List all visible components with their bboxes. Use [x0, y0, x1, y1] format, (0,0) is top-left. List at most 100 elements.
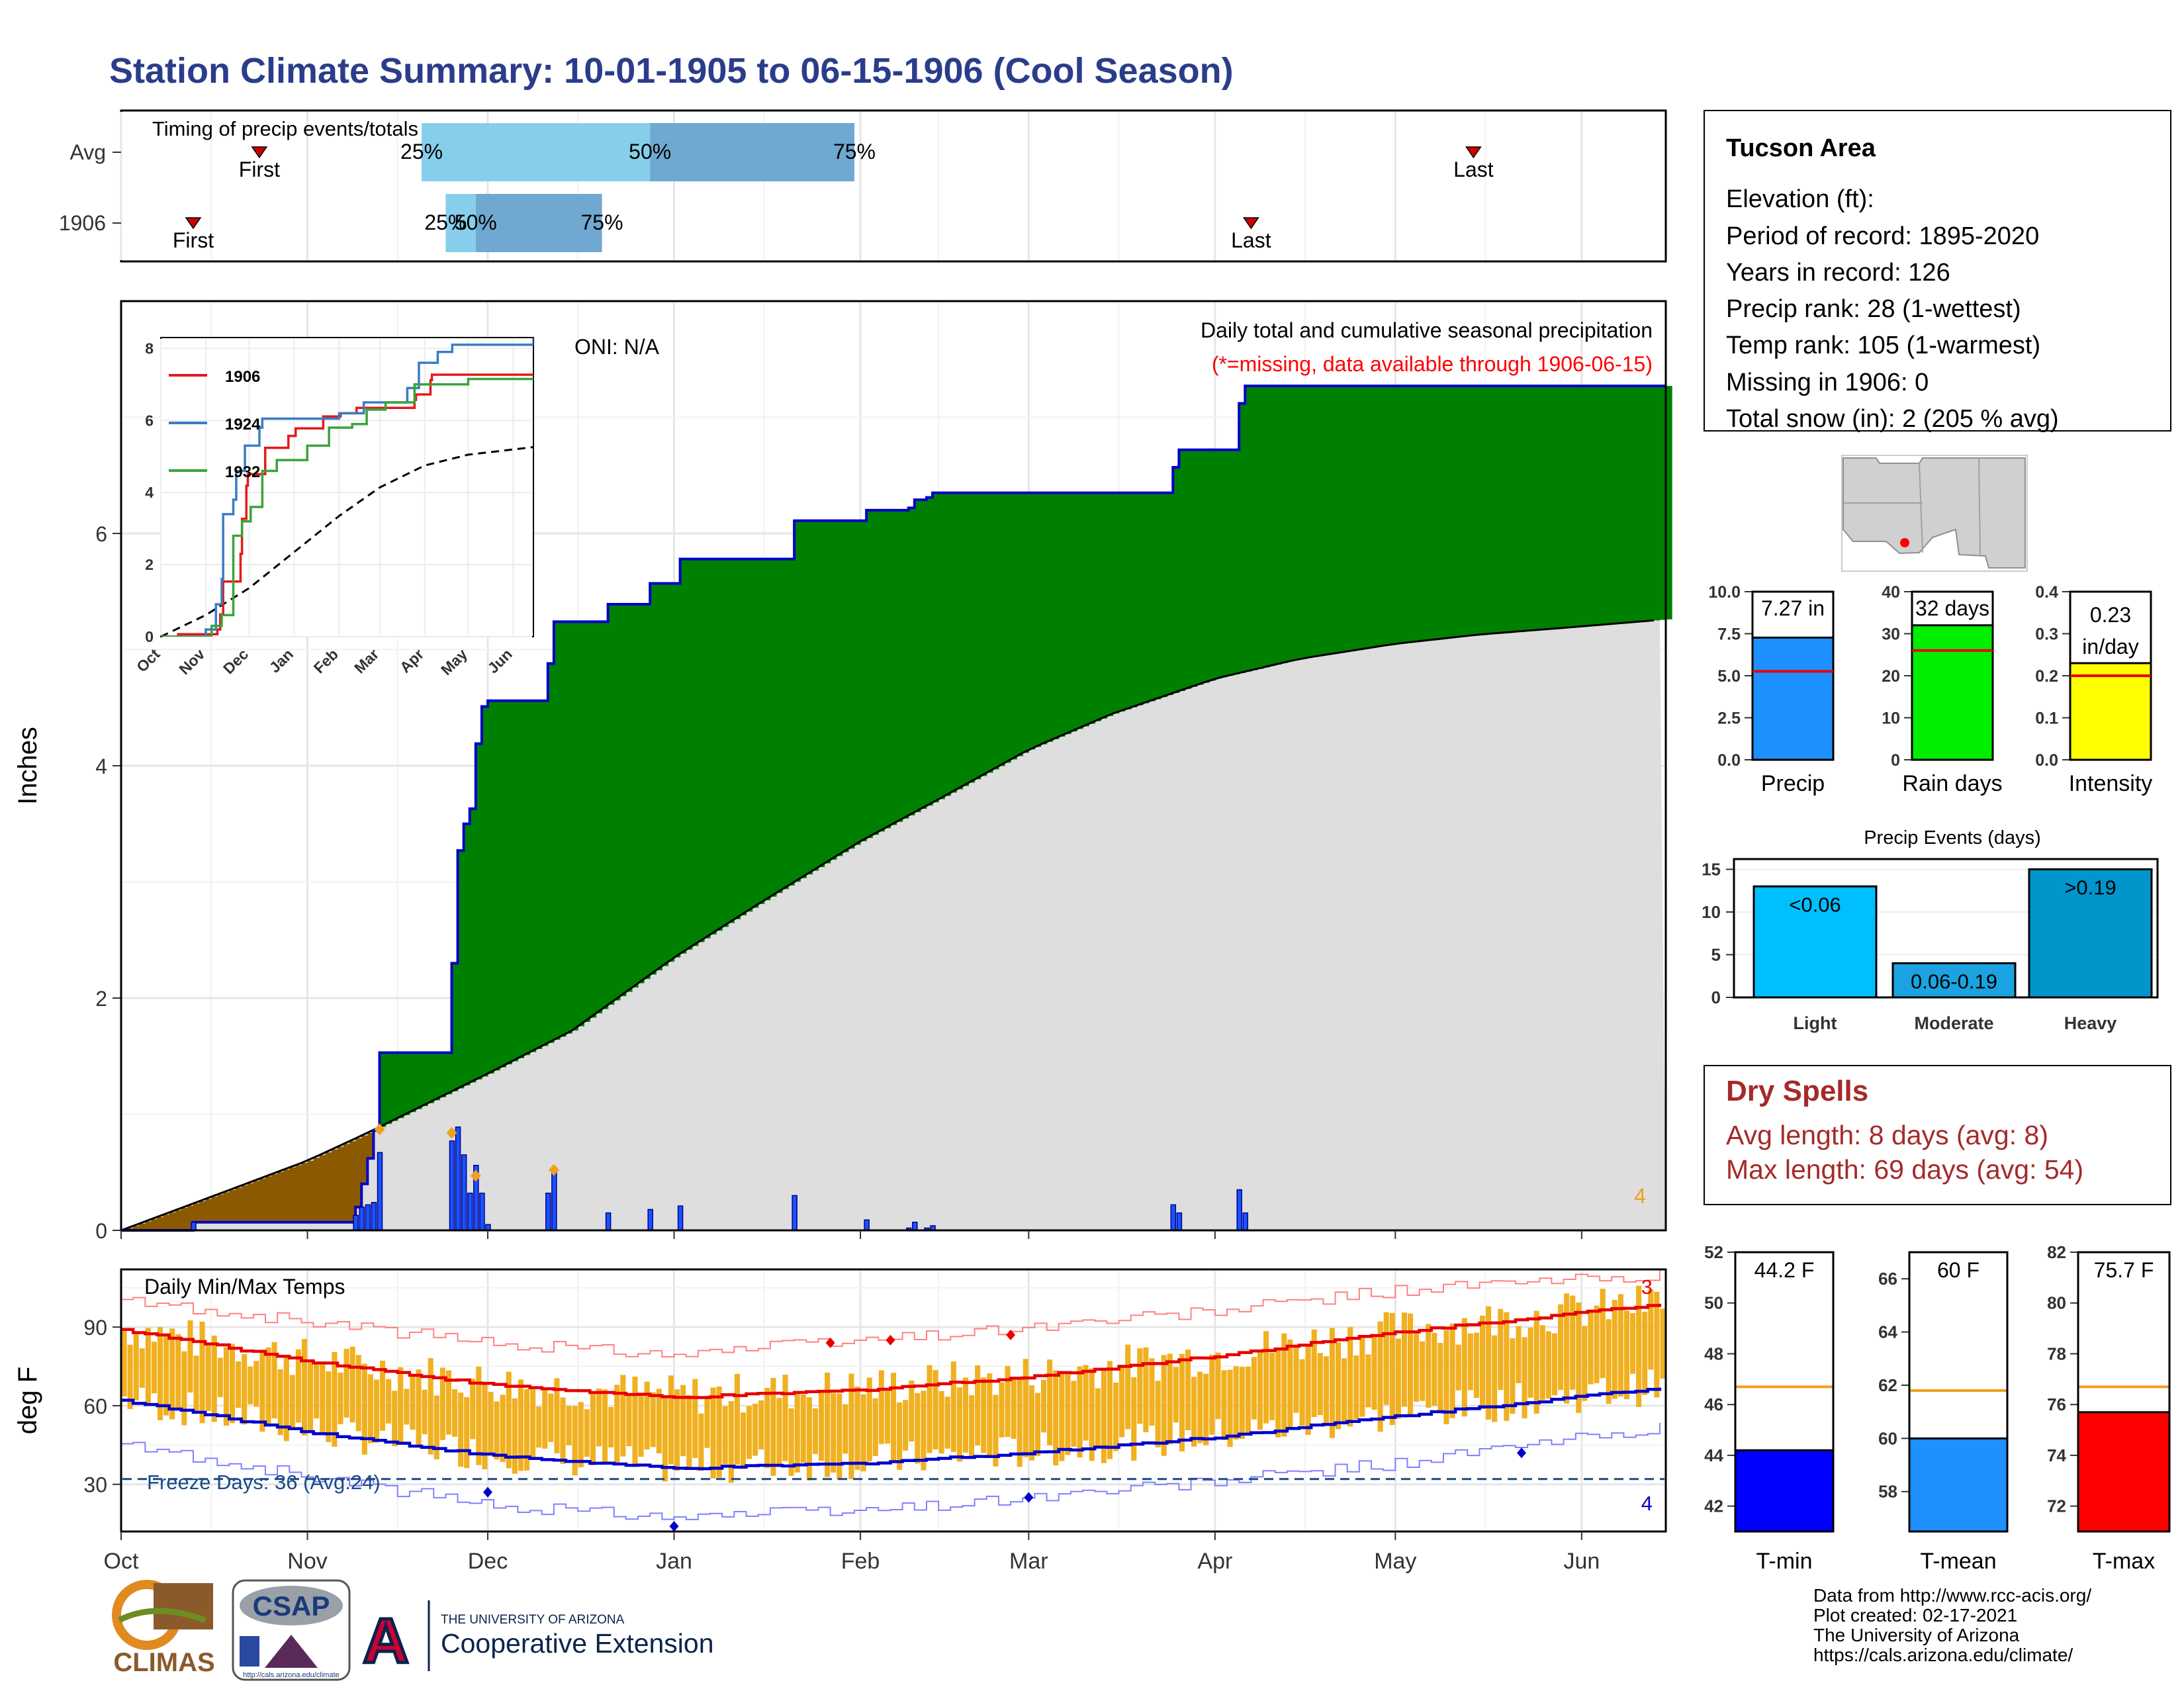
precip-daily-bar-18 [792, 1195, 797, 1231]
precip-daily-bar-8 [461, 1154, 467, 1231]
summary-bar-label: Intensity [2069, 771, 2153, 796]
month-label-Mar: Mar [1009, 1549, 1048, 1574]
temp-summary-frame [1734, 1251, 1835, 1533]
oni-label: ONI: N/A [574, 335, 660, 359]
precip-missing-count: 4 [1634, 1184, 1646, 1208]
events-y-tick: 5 [1711, 944, 1721, 964]
dry-spells-title: Dry Spells [1726, 1075, 1868, 1107]
precip-record-marker-1 [446, 1126, 457, 1139]
csap-url: http://cals.arizona.edu/climate [243, 1671, 340, 1679]
summary-y-tick: 0.1 [2035, 709, 2058, 728]
summary-value-unit: in/day [2082, 635, 2138, 659]
precip-y-axis-label: Inches [13, 727, 42, 805]
freeze-days-label: Freeze Days: 36 (Avg:24) [147, 1471, 381, 1494]
footer-credits: Data from http://www.rcc-acis.org/ Plot … [1813, 1585, 2091, 1665]
inset-series-line-1932 [161, 377, 533, 637]
credit-institution: The University of Arizona [1813, 1625, 2020, 1645]
temp-average-max-line [121, 1303, 1662, 1399]
month-label-Oct: Oct [104, 1549, 139, 1574]
summary-y-tick: 40 [1882, 583, 1900, 602]
station-elevation: Elevation (ft): [1726, 185, 1874, 213]
temp-max-record-2 [1006, 1330, 1016, 1340]
timing-frame [120, 109, 1667, 263]
summary-y-tick: 2.5 [1717, 709, 1741, 728]
summary-y-tick: 0.2 [2035, 667, 2058, 686]
summary-y-tick: 30 [1882, 625, 1900, 644]
precip-average-area [121, 619, 1666, 1230]
summary-y-tick: 0.3 [2035, 625, 2058, 644]
precip-frame [120, 300, 1667, 1232]
summary-y-tick: 0.0 [2035, 751, 2058, 770]
precip-record-marker-0 [374, 1123, 385, 1136]
temp-summary-label: T-min [1756, 1549, 1813, 1574]
inset-y-tick-6: 6 [145, 412, 154, 429]
temp-daily-range-bars [121, 1285, 1666, 1483]
timing-avg-first-marker [251, 146, 268, 159]
ua-small-text: THE UNIVERSITY OF ARIZONA [441, 1613, 625, 1627]
precip-daily-bar-9 [467, 1193, 473, 1231]
summary-y-tick: 10.0 [1708, 583, 1741, 602]
temp-summary-chart-t-mean: 58 60 62 64 66 60 F T-mean [1878, 1251, 2009, 1574]
temp-summary-label: T-max [2093, 1549, 2155, 1574]
temp-summary-y-tick: 50 [1704, 1293, 1723, 1313]
precip-daily-bar-27 [1242, 1212, 1249, 1231]
temp-min-record-3 [1517, 1447, 1527, 1459]
temp-y-axis-label: deg F [13, 1367, 42, 1434]
timing-1906-label-p25: 25% [424, 210, 467, 234]
month-label-Apr: Apr [1197, 1549, 1232, 1574]
timing-1906-label-p50: 50% [455, 210, 497, 234]
precip-panel: 0 2 4 6 Inches ONI: N/A Daily total and cum… [13, 300, 1672, 1243]
month-label-May: May [1374, 1549, 1416, 1574]
temp-summary-frame [1908, 1251, 2009, 1533]
events-bar-tag-light: <0.06 [1789, 893, 1841, 916]
precip-daily-bar-21 [912, 1221, 918, 1231]
summary-bar-fill [2070, 663, 2151, 760]
temp-max-record-1 [886, 1334, 895, 1346]
location-map [1841, 455, 2028, 572]
inset-y-tick-2: 2 [145, 556, 154, 573]
temp-summary-y-tick: 74 [2047, 1445, 2066, 1465]
station-period: Period of record: 1895-2020 [1726, 222, 2039, 250]
summary-value-label: 32 days [1915, 596, 1989, 620]
inset-legend-label-1932: 1932 [225, 463, 260, 481]
temp-summary-label: T-mean [1920, 1549, 1996, 1574]
temp-summary-y-tick: 42 [1704, 1496, 1723, 1516]
events-y-tick: 10 [1702, 902, 1721, 922]
temp-panel: 30 60 90 Daily Min/Max Temps deg F Freeze … [13, 1268, 1667, 1533]
precip-daily-bar-2 [359, 1207, 365, 1231]
events-bar-moderate [1891, 962, 2017, 999]
temp-frame [120, 1268, 1667, 1533]
precip-daily-bar-4 [371, 1202, 377, 1231]
timing-1906-bar-25-50 [445, 194, 476, 252]
timing-avg-last-label: Last [1453, 158, 1494, 181]
climas-logo: CLIMAS [112, 1580, 215, 1677]
precip-daily-bar-7 [455, 1126, 461, 1231]
timing-1906-bar-50-75 [475, 194, 602, 252]
timing-avg-label-p75: 75% [833, 140, 876, 163]
precip-daily-bar-25 [1176, 1212, 1183, 1231]
month-label-Jan: Jan [656, 1549, 692, 1574]
temp-summary-y-tick: 46 [1704, 1394, 1723, 1414]
precip-daily-bar-5 [377, 1152, 383, 1231]
temp-summary-y-tick: 78 [2047, 1344, 2066, 1363]
precip-daily-bar-16 [647, 1209, 653, 1231]
station-precip-rank: Precip rank: 28 (1-wettest) [1726, 295, 2021, 323]
station-info-box: Tucson Area Elevation (ft): Period of re… [1704, 110, 2171, 433]
precip-daily-bar-6 [449, 1140, 455, 1231]
precip-daily-bar-14 [551, 1171, 557, 1231]
temp-summary-value-label: 75.7 F [2094, 1258, 2154, 1282]
inset-average-line [160, 446, 534, 638]
summary-bar-label: Precip [1761, 771, 1825, 796]
summary-bar-frame [1911, 590, 1994, 761]
temp-summary-y-tick: 64 [1878, 1322, 1897, 1342]
precip-daily-bar-11 [479, 1193, 485, 1231]
temp-y-tick-30: 30 [83, 1473, 107, 1497]
summary-y-tick: 0 [1891, 751, 1900, 770]
precip-daily-bar-13 [545, 1193, 551, 1231]
summary-bar-fill [1912, 625, 1993, 760]
precip-y-tick-2: 2 [95, 987, 107, 1011]
precip-y-tick-6: 6 [95, 522, 107, 546]
events-y-tick: 0 [1711, 987, 1721, 1007]
temp-summary-y-tick: 82 [2047, 1242, 2066, 1262]
csap-logo-text: CSAP [253, 1590, 330, 1622]
